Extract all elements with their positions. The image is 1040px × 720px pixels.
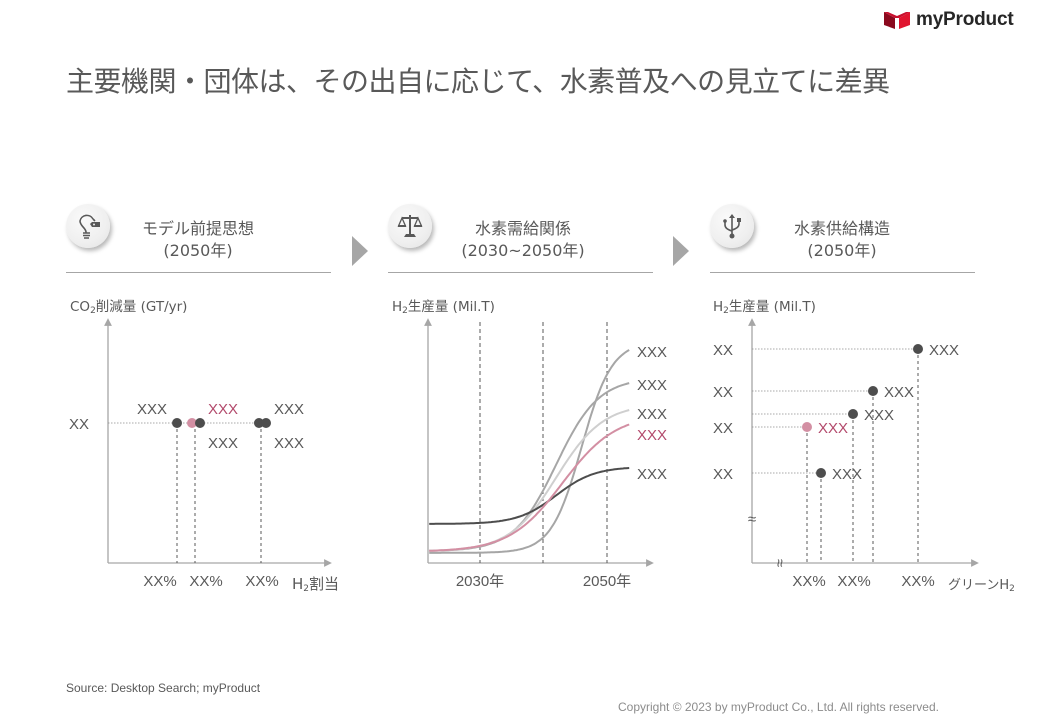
series-line: [429, 409, 630, 552]
x-tick-label: XX%: [901, 573, 934, 590]
data-point: [195, 418, 205, 428]
y-tick-label: XX: [69, 416, 89, 433]
x-tick-label: 2030年: [456, 573, 504, 590]
data-label: XXX: [208, 435, 238, 452]
section-divider: [388, 272, 653, 273]
brand-mark-icon: [884, 12, 910, 29]
series-label: XXX: [637, 344, 667, 361]
data-point: [816, 468, 826, 478]
data-label: XXX: [884, 384, 914, 401]
x-tick-label: XX%: [143, 573, 176, 590]
series-label: XXX: [637, 427, 667, 444]
x-axis-break-icon: ≈: [771, 559, 788, 567]
section-title-line2: (2030~2050年): [461, 241, 585, 260]
copyright: Copyright © 2023 by myProduct Co., Ltd. …: [618, 700, 939, 714]
data-point: [802, 422, 812, 432]
section-title: 水素需給関係 (2030~2050年): [438, 218, 608, 262]
section-title-line1: 水素需給関係: [474, 219, 571, 238]
data-point: [254, 418, 264, 428]
y-tick-label: XX: [713, 420, 733, 437]
source-note: Source: Desktop Search; myProduct: [66, 681, 261, 695]
data-label: XXX: [832, 466, 862, 483]
x-tick-label: XX%: [245, 573, 278, 590]
section-title: 水素供給構造 (2050年): [772, 218, 912, 262]
data-point: [913, 344, 923, 354]
section-title-line1: モデル前提思想: [141, 219, 254, 238]
chart1-y-axis-label: CO2削減量 (GT/yr): [70, 299, 188, 316]
y-tick-label: XX: [713, 466, 733, 483]
lightbulb-icon: [79, 214, 100, 239]
section-header-supply-demand: 水素需給関係 (2030~2050年): [388, 200, 653, 275]
balance-scale-icon-badge: [388, 204, 432, 248]
data-label: XXX: [208, 401, 238, 418]
section-divider: [66, 272, 331, 273]
section-title-line1: 水素供給構造: [793, 219, 890, 238]
series-line: [429, 382, 630, 552]
x-tick-label: XX%: [189, 573, 222, 590]
x-tick-label: 2050年: [583, 573, 631, 590]
section-title-line2: (2050年): [163, 241, 233, 260]
arrow-right-icon: [352, 236, 368, 266]
data-label: XXX: [274, 435, 304, 452]
brand-name: myProduct: [916, 9, 1014, 30]
chart2-y-axis-label: H2生産量 (Mil.T): [392, 299, 495, 316]
data-point: [261, 418, 271, 428]
data-point: [868, 386, 878, 396]
y-tick-label: XX: [713, 342, 733, 359]
y-axis-break-icon: ≈: [748, 511, 756, 528]
chart3-x-axis-label: グリーンH2: [948, 578, 1015, 594]
data-label: XXX: [864, 407, 894, 424]
balance-scale-icon: [397, 215, 423, 237]
x-tick-label: XX%: [837, 573, 870, 590]
data-point: [187, 418, 197, 428]
data-label: XXX: [929, 342, 959, 359]
usb-icon-badge: [710, 204, 754, 248]
section-header-supply-structure: 水素供給構造 (2050年): [710, 200, 975, 275]
series-line: [429, 467, 630, 525]
data-point: [848, 409, 858, 419]
section-title-line2: (2050年): [807, 241, 877, 260]
series-label: XXX: [637, 406, 667, 423]
x-tick-label: XX%: [792, 573, 825, 590]
page-title: 主要機関・団体は、その出自に応じて、水素普及への見立てに差異: [66, 65, 890, 98]
section-title: モデル前提思想 (2050年): [128, 218, 268, 262]
series-label: XXX: [637, 466, 667, 483]
data-label: XXX: [274, 401, 304, 418]
chart-model-assumption: XX XX% XX% XX% XXX XXX XXX XXX XXX: [69, 318, 332, 590]
data-point: [172, 418, 182, 428]
arrow-right-icon: [673, 236, 689, 266]
brand-logo: myProduct: [884, 9, 1014, 31]
chart3-y-axis-label: H2生産量 (Mil.T): [713, 299, 816, 316]
section-divider: [710, 272, 975, 273]
chart-supply-demand: 2030年 2050年 XXX XXX XXX XXX XXX: [424, 318, 667, 590]
section-header-model: モデル前提思想 (2050年): [66, 200, 331, 275]
series-label: XXX: [637, 377, 667, 394]
data-label: XXX: [137, 401, 167, 418]
chart1-x-axis-label: H2割当: [292, 575, 340, 594]
data-label: XXX: [818, 420, 848, 437]
y-tick-label: XX: [713, 384, 733, 401]
lightbulb-icon-badge: [66, 204, 110, 248]
series-line: [429, 423, 630, 552]
usb-branch-icon: [723, 214, 741, 239]
